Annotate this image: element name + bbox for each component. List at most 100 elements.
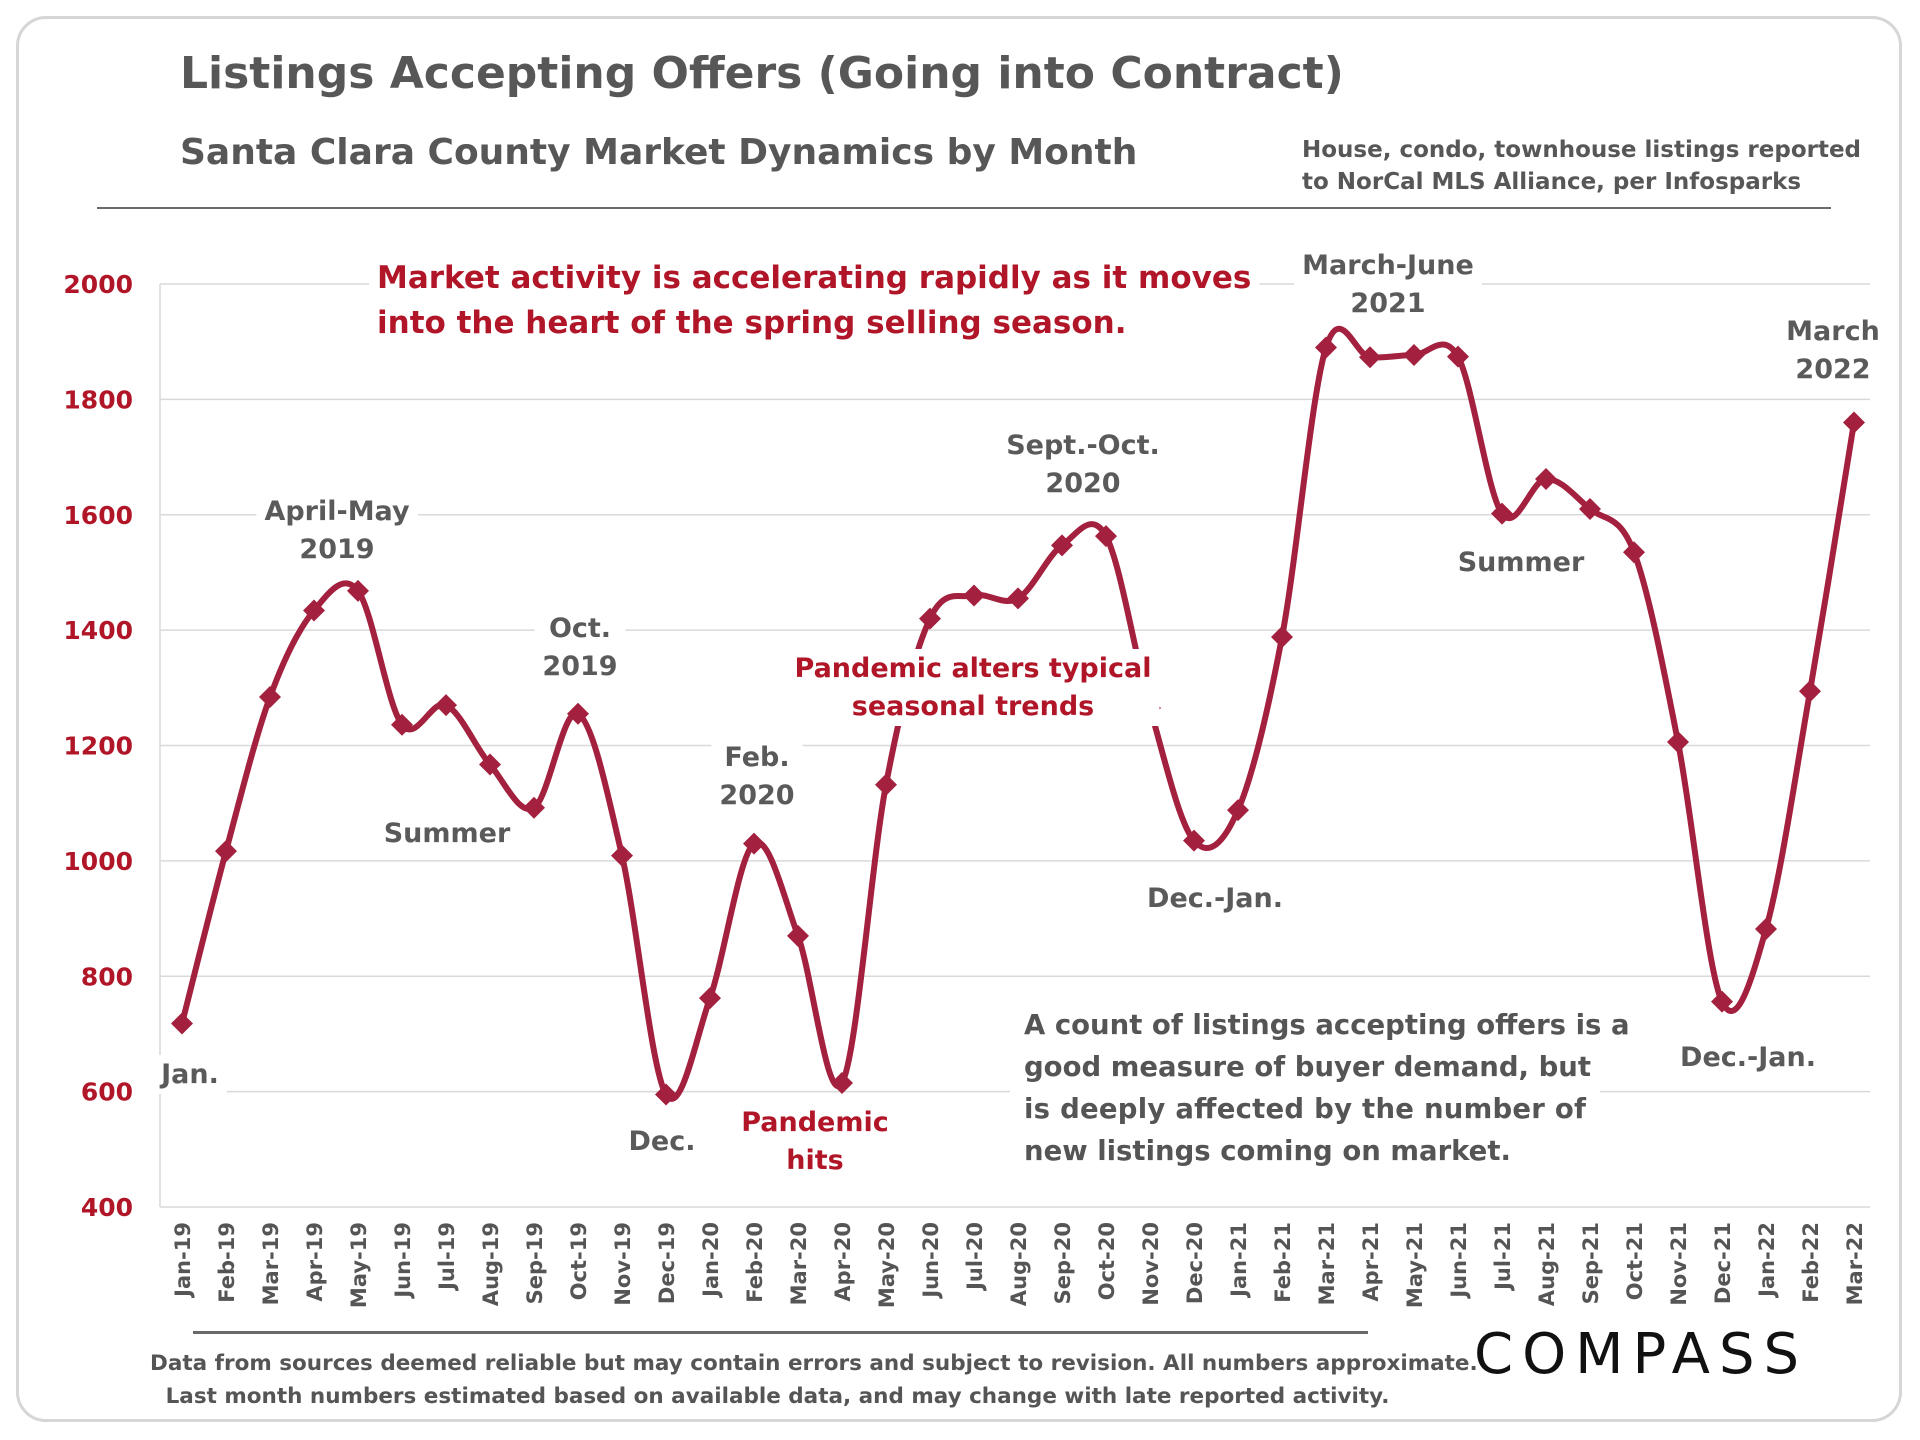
annotation: March-June 2021 [1294,246,1482,323]
data-point-Apr-20 [831,1071,853,1094]
x-tick-label: Dec-21 [1711,1222,1735,1304]
footer-disclaimer: Data from sources deemed reliable but ma… [150,1347,1478,1413]
annotation-line: hits [786,1145,843,1176]
data-point-Apr-21 [1359,346,1381,369]
chart-title: Listings Accepting Offers (Going into Co… [180,48,1344,99]
x-tick-label: Jan-20 [699,1222,723,1299]
annotation-line: 2020 [1045,468,1120,499]
data-point-Nov-19 [611,844,633,867]
annotation-line: 2020 [719,780,794,811]
source-note: House, condo, townhouse listings reporte… [1302,134,1862,198]
data-point-Feb-21 [1271,626,1293,649]
data-point-Jan-21 [1227,799,1249,822]
annotation: Sept.-Oct. 2020 [998,426,1168,503]
note-line: good measure of buyer demand, but [1024,1051,1591,1083]
x-tick-label: Dec-19 [655,1222,679,1304]
x-tick-label: May-19 [347,1222,371,1308]
annotation: Feb. 2020 [711,738,803,815]
note-background [1010,998,1600,1186]
data-point-Jan-22 [1755,917,1777,940]
x-tick-label: Feb-19 [215,1222,239,1303]
annotation-background [1139,879,1291,918]
annotation-line: Dec.-Jan. [1680,1042,1816,1073]
data-point-Feb-20 [743,832,765,855]
x-tick-label: Nov-21 [1667,1222,1691,1306]
data-point-Aug-20 [1007,587,1029,610]
annotation-line: Jan. [159,1059,219,1090]
x-tick-label: Aug-21 [1535,1222,1559,1306]
x-tick-label: Nov-20 [1139,1222,1163,1306]
annotation-line: seasonal trends [852,691,1094,722]
x-tick-label: Aug-19 [479,1222,503,1306]
x-tick-label: Feb-22 [1799,1222,1823,1303]
annotation-line: Pandemic [741,1107,889,1138]
data-point-Feb-22 [1799,680,1821,703]
data-point-Jul-20 [963,584,985,607]
x-tick-label: Feb-21 [1271,1222,1295,1303]
data-point-Apr-19 [303,599,325,622]
x-tick-label: Jan-21 [1227,1222,1251,1299]
x-tick-label: Mar-20 [787,1222,811,1305]
x-tick-label: Feb-20 [743,1222,767,1303]
annotation: March 2022 [1778,312,1888,389]
annotation-background [375,814,519,853]
y-tick-label: 1600 [63,501,133,530]
x-tick-label: Oct-21 [1623,1222,1647,1300]
note-line: A count of listings accepting offers is … [1024,1009,1630,1041]
annotation-line: Dec. [629,1126,696,1157]
compass-logo: COMPASS [1474,1322,1809,1387]
annotation-background [733,1103,897,1180]
annotation: Dec.-Jan. [1139,879,1291,918]
annotation-line: Dec.-Jan. [1147,883,1283,914]
footer-line-2: Last month numbers estimated based on av… [165,1384,1390,1409]
annotation-line: March-June [1302,250,1474,281]
y-tick-label: 800 [81,962,133,991]
annotation: Dec. [620,1122,704,1161]
data-point-Sep-20 [1051,534,1073,557]
annotation-line: into the heart of the spring selling sea… [377,305,1127,341]
data-point-Mar-22 [1843,411,1865,434]
data-point-May-20 [875,773,897,796]
annotation-background [369,256,1260,345]
note-line: is deeply affected by the number of [1024,1093,1587,1125]
data-point-Dec-21 [1711,990,1733,1013]
data-point-Jan-20 [699,987,721,1010]
data-point-Mar-20 [787,924,809,947]
annotation-line: April-May [264,496,410,527]
annotation-line: Summer [1458,547,1585,578]
annotation: Summer [1449,543,1593,582]
annotation-line: 2021 [1350,288,1425,319]
data-point-Jun-19 [391,713,413,736]
annotation-background [620,1122,704,1161]
data-point-Jun-21 [1447,345,1469,368]
x-tick-label: Jun-21 [1447,1222,1471,1300]
annotation: Pandemic alters typical seasonal trends [786,649,1160,726]
header-divider [97,207,1831,209]
data-point-Jun-20 [919,607,941,630]
x-tick-label: Aug-20 [1007,1222,1031,1306]
annotation-background [1449,543,1593,582]
annotation-background [786,649,1160,726]
source-line-1: House, condo, townhouse listings reporte… [1302,137,1862,163]
annotation-line: 2019 [542,651,617,682]
data-point-Dec-20 [1183,829,1205,852]
x-tick-label: Jan-19 [171,1222,195,1299]
x-tick-label: May-21 [1403,1222,1427,1308]
data-point-May-19 [347,579,369,602]
x-tick-label: Dec-20 [1183,1222,1207,1304]
footer-divider [193,1331,1368,1334]
data-point-Jul-19 [435,694,457,717]
x-tick-label: Mar-21 [1315,1222,1339,1305]
y-tick-label: 2000 [63,270,133,299]
data-point-Feb-19 [215,840,237,863]
data-point-Aug-19 [479,753,501,776]
x-tick-label: Apr-20 [831,1222,855,1302]
y-tick-label: 600 [81,1078,133,1107]
x-tick-label: Jun-20 [919,1222,943,1300]
data-point-Nov-21 [1667,731,1689,754]
annotation-line: 2019 [299,534,374,565]
annotation-background [256,492,418,569]
x-tick-label: Sep-19 [523,1222,547,1304]
x-tick-label: Jul-21 [1491,1222,1515,1292]
